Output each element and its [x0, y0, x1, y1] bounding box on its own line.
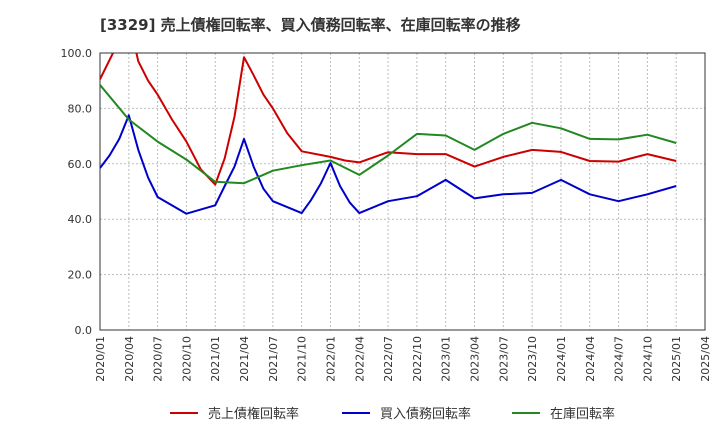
x-tick-label: 2020/10: [180, 336, 193, 382]
series-line-1: [100, 53, 677, 186]
y-tick-label: 100.0: [61, 47, 93, 60]
y-tick-label: 40.0: [68, 213, 93, 226]
x-tick-label: 2021/10: [296, 336, 309, 382]
chart-title: [3329] 売上債権回転率、買入債務回転率、在庫回転率の推移: [100, 16, 521, 34]
x-tick-label: 2022/01: [324, 336, 337, 382]
x-tick-label: 2020/01: [94, 336, 107, 382]
y-axis-ticks: 0.0 20.0 40.0 60.0 80.0 100.0: [61, 47, 93, 337]
x-tick-label: 2023/07: [497, 336, 510, 382]
x-axis-ticks: 2020/01 2020/04 2020/07 2020/10 2021/01 2021/…: [94, 336, 712, 382]
x-tick-label: 2020/07: [152, 336, 165, 382]
y-tick-label: 60.0: [68, 158, 93, 171]
legend-label-1: 売上債権回転率: [208, 406, 299, 422]
x-tick-label: 2025/01: [670, 336, 683, 382]
legend-label-2: 買入債務回転率: [380, 406, 471, 422]
x-tick-label: 2023/04: [469, 336, 482, 382]
series-line-2: [100, 114, 677, 215]
legend: 売上債権回転率 買入債務回転率 在庫回転率: [170, 406, 615, 422]
y-tick-label: 20.0: [68, 269, 93, 282]
series-lines: [100, 53, 677, 215]
x-tick-label: 2023/01: [440, 336, 453, 382]
x-tick-label: 2021/01: [209, 336, 222, 382]
grid-lines: [100, 53, 705, 330]
x-tick-label: 2020/04: [123, 336, 136, 382]
x-tick-label: 2024/10: [641, 336, 654, 382]
x-tick-label: 2024/01: [555, 336, 568, 382]
x-tick-label: 2025/04: [699, 336, 712, 382]
x-tick-label: 2023/10: [526, 336, 539, 382]
x-tick-label: 2022/04: [353, 336, 366, 382]
x-tick-label: 2021/07: [267, 336, 280, 382]
series-line-3: [100, 84, 677, 185]
y-tick-label: 0.0: [75, 324, 93, 337]
legend-label-3: 在庫回転率: [550, 406, 615, 422]
x-tick-label: 2024/04: [584, 336, 597, 382]
plot-frame: [99, 52, 706, 331]
x-tick-label: 2021/04: [238, 336, 251, 382]
y-tick-label: 80.0: [68, 102, 93, 115]
x-tick-label: 2022/07: [382, 336, 395, 382]
x-tick-label: 2022/10: [411, 336, 424, 382]
x-tick-label: 2024/07: [613, 336, 626, 382]
